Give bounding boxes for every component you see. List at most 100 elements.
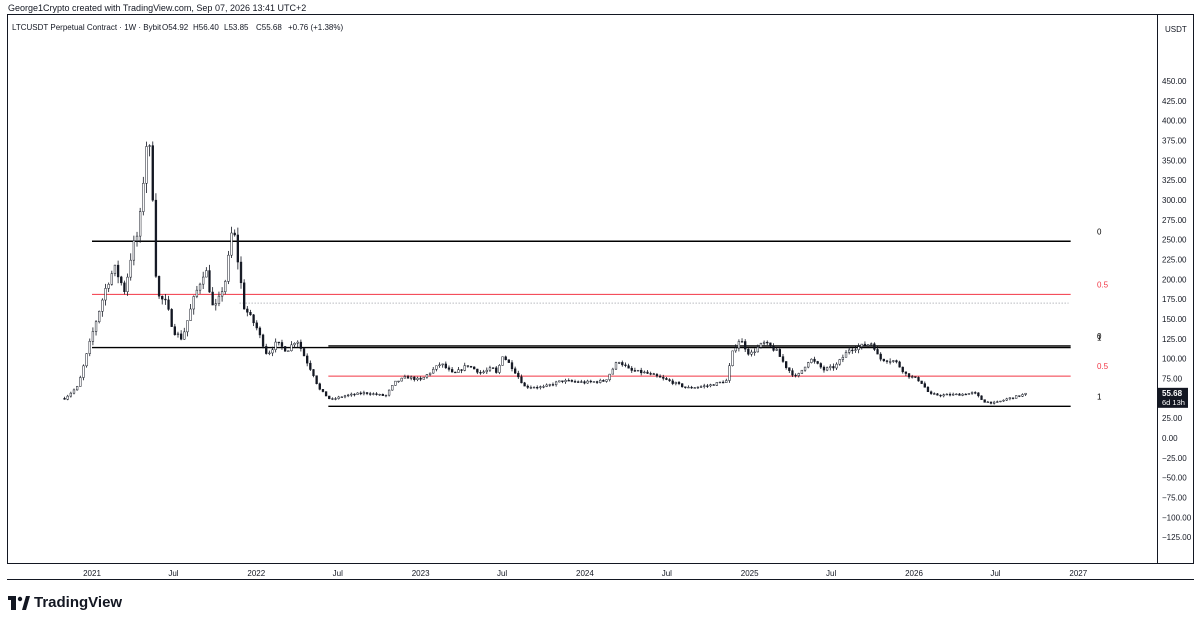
candle-body xyxy=(873,343,876,350)
candle-body xyxy=(252,314,255,324)
candle-body xyxy=(851,349,854,352)
candle-body xyxy=(1024,392,1027,395)
tradingview-logo[interactable]: TradingView xyxy=(8,594,122,611)
fib-level-label: 0 xyxy=(1097,227,1102,236)
candle-body xyxy=(797,373,800,376)
candle-body xyxy=(375,393,378,395)
candle-body xyxy=(841,357,845,360)
candle-body xyxy=(577,381,580,383)
candle-body xyxy=(157,276,161,297)
candle-body xyxy=(523,382,526,387)
candle-body xyxy=(432,369,435,374)
candle-body xyxy=(435,365,438,370)
candle-body xyxy=(794,374,797,377)
candle-body xyxy=(564,380,567,383)
price-tick-label: 350.00 xyxy=(1162,156,1187,165)
candle-body xyxy=(608,373,611,380)
candle-body xyxy=(803,366,807,371)
fib-level-label: 0.5 xyxy=(1097,280,1109,289)
candle-body xyxy=(302,348,306,357)
candle-body xyxy=(539,386,542,388)
candle-body xyxy=(1011,397,1015,399)
candle-body xyxy=(293,342,296,346)
candle-body xyxy=(583,381,586,384)
candle-body xyxy=(369,393,372,395)
candle-body xyxy=(785,361,788,368)
candle-body xyxy=(491,367,495,369)
candle-body xyxy=(268,352,271,355)
candle-body xyxy=(627,365,630,369)
candle-body xyxy=(142,182,145,212)
price-tick-label: 300.00 xyxy=(1162,196,1187,205)
candle-body xyxy=(866,344,870,346)
candle-body xyxy=(677,382,681,384)
candle-body xyxy=(964,393,967,396)
candle-body xyxy=(271,349,274,354)
candle-body xyxy=(469,366,473,368)
candle-body xyxy=(621,362,624,366)
candle-body xyxy=(104,288,107,301)
candle-body xyxy=(447,367,451,370)
last-price-value: 55.68 xyxy=(1162,389,1183,398)
legend-title: LTCUSDT Perpetual Contract · 1W · Bybit xyxy=(12,23,162,32)
candle-body xyxy=(356,392,359,395)
candle-body xyxy=(904,371,908,374)
candle-body xyxy=(542,386,545,388)
candle-body xyxy=(892,360,895,362)
candle-body xyxy=(98,311,101,323)
candle-body xyxy=(463,365,466,371)
bar-countdown: 6d 13h xyxy=(1162,398,1185,407)
candle-body xyxy=(712,384,715,386)
fib-level-label: 0 xyxy=(1097,332,1102,341)
time-tick-label: 2026 xyxy=(905,569,923,578)
candle-body xyxy=(88,341,91,354)
candle-body xyxy=(205,270,208,278)
candle-body xyxy=(907,373,911,378)
candle-body xyxy=(709,384,712,387)
candle-body xyxy=(888,361,892,363)
time-tick-label: 2022 xyxy=(247,569,265,578)
candle-body xyxy=(145,146,148,184)
candle-body xyxy=(595,381,599,383)
price-scale: 450.00 425.00 400.00 375.00 350.00 325.00 300.… xyxy=(1162,77,1192,542)
candle-body xyxy=(848,349,851,353)
candle-body xyxy=(895,360,898,363)
candle-body xyxy=(529,387,533,389)
candle-body xyxy=(778,349,782,357)
legend-low: L53.85 xyxy=(224,23,249,32)
price-tick-label: 375.00 xyxy=(1162,137,1187,146)
candle-body xyxy=(520,376,523,384)
price-tick-label: 125.00 xyxy=(1162,335,1187,344)
candle-body xyxy=(917,377,920,382)
candle-body xyxy=(989,401,993,404)
candle-body xyxy=(299,341,303,349)
candle-body xyxy=(551,384,555,386)
candle-body xyxy=(753,351,756,353)
candle-body xyxy=(668,379,671,382)
candle-body xyxy=(844,352,848,358)
candle-body xyxy=(309,362,312,370)
fib-level-label: 1 xyxy=(1097,392,1102,401)
candle-body xyxy=(334,398,337,400)
candle-body xyxy=(602,379,605,382)
candle-body xyxy=(110,273,113,285)
candle-body xyxy=(372,393,375,395)
price-tick-label: 150.00 xyxy=(1162,315,1187,324)
candle-body xyxy=(198,283,202,291)
candle-body xyxy=(655,374,659,377)
price-tick-label: 400.00 xyxy=(1162,117,1187,126)
last-price-tag: 55.68 6d 13h xyxy=(1158,387,1188,408)
candle-body xyxy=(750,351,753,355)
candle-body xyxy=(387,389,391,396)
candle-body xyxy=(148,145,151,147)
candle-body xyxy=(126,276,129,292)
candle-body xyxy=(945,393,949,396)
candle-body xyxy=(324,391,328,397)
candle-body xyxy=(66,395,69,400)
candle-body xyxy=(296,341,299,344)
price-tick-label: 25.00 xyxy=(1162,414,1183,423)
candle-body xyxy=(567,380,570,382)
fib-level-label: 0.5 xyxy=(1097,362,1109,371)
